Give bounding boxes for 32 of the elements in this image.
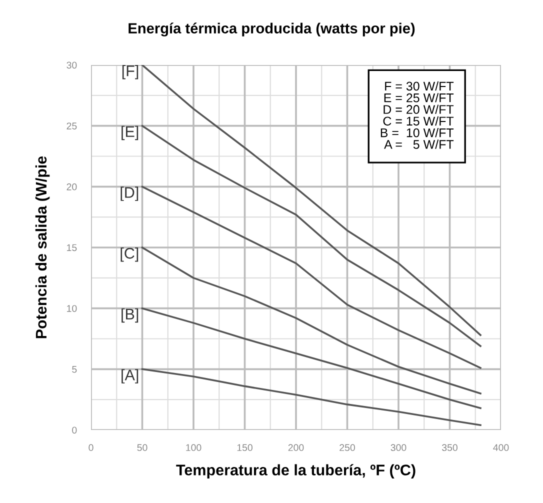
y-tick-label: 25 [66, 122, 77, 130]
series-label: [A] [122, 369, 138, 384]
x-tick-label: 50 [137, 444, 148, 452]
series-label: [C] [120, 248, 138, 262]
x-tick-label: 400 [493, 444, 509, 452]
x-tick-label: 100 [186, 444, 202, 452]
x-tick-label: 0 [88, 444, 94, 452]
y-tick-label: 30 [66, 62, 77, 69]
line-series [141, 246, 482, 394]
annotation: F = 30 W/FT E = 25 W/FT D = 20 W/FT C = 15 W/FT B = 10 W/FT A = 5 W/FT [380, 81, 454, 149]
x-tick-label: 350 [442, 444, 458, 452]
x-tick-label: 150 [237, 444, 252, 452]
series-label: [E] [122, 126, 138, 140]
x-axis-title: Temperatura de la tubería, ºF (ºC) [176, 464, 416, 478]
line-series [141, 307, 482, 410]
x-tick-label: 300 [390, 444, 406, 452]
x-tick-label: 250 [340, 444, 355, 452]
y-tick-label: 10 [67, 305, 77, 312]
y-axis-title: Potencia de salida (W/pie [35, 156, 50, 338]
line-series [141, 124, 482, 347]
series-label: [B] [122, 308, 138, 323]
chart-title: Energía térmica producida (watts por pie) [128, 22, 415, 36]
line-series [141, 368, 482, 426]
series-label: [F] [122, 65, 138, 80]
series-label: [D] [120, 186, 138, 201]
y-tick-label: 15 [67, 244, 77, 252]
line-series [141, 65, 482, 336]
y-tick-label: 0 [72, 426, 77, 434]
line-series [141, 186, 482, 369]
x-tick-label: 200 [288, 444, 304, 452]
y-tick-label: 20 [66, 183, 77, 190]
y-tick-label: 5 [72, 366, 77, 373]
